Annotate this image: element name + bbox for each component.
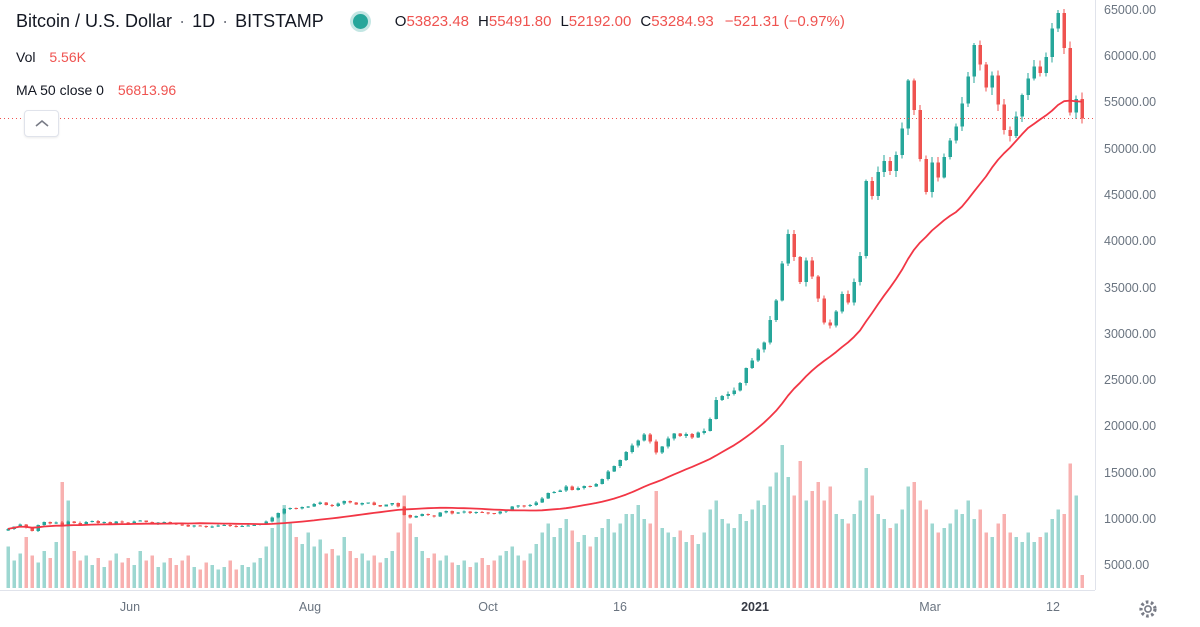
- open-label: O: [394, 13, 407, 30]
- interval-label[interactable]: 1D: [192, 11, 216, 31]
- change-value: −521.31 (−0.97%): [724, 13, 845, 30]
- open-value: 53823.48: [406, 13, 470, 30]
- volume-label: Vol: [16, 49, 36, 65]
- price-axis-label: 30000.00: [1104, 327, 1157, 341]
- ma-legend-row[interactable]: MA 50 close 0 56813.96: [16, 82, 845, 98]
- price-axis-label: 60000.00: [1104, 49, 1157, 63]
- low-label: L: [560, 13, 569, 30]
- price-axis-label: 45000.00: [1104, 188, 1157, 202]
- price-axis-label: 40000.00: [1104, 234, 1157, 248]
- price-axis-label: 15000.00: [1104, 466, 1157, 480]
- close-label: C: [640, 13, 652, 30]
- high-label: H: [478, 13, 489, 30]
- overlay-lines-layer: [0, 99, 1095, 530]
- time-axis-label: Oct: [478, 600, 498, 614]
- time-axis-label: 2021: [741, 600, 769, 614]
- axis-corner: [1095, 590, 1200, 627]
- time-axis-label: Mar: [919, 600, 941, 614]
- ma-50-line: [7, 99, 1083, 530]
- price-axis-label: 20000.00: [1104, 419, 1157, 433]
- price-axis-label: 5000.00: [1104, 558, 1150, 572]
- price-axis-label: 65000.00: [1104, 3, 1157, 17]
- symbol-legend-row[interactable]: Bitcoin / U.S. Dollar · 1D · BITSTAMP O …: [16, 11, 845, 32]
- price-chart-canvas[interactable]: [0, 0, 1095, 590]
- volume-legend-row[interactable]: Vol 5.56K: [16, 49, 845, 65]
- chart-legend: Bitcoin / U.S. Dollar · 1D · BITSTAMP O …: [16, 11, 845, 137]
- market-status-dot-icon: [352, 14, 368, 29]
- legend-collapse-button[interactable]: [24, 110, 59, 137]
- symbol-title[interactable]: Bitcoin / U.S. Dollar: [16, 11, 173, 31]
- price-axis-label: 35000.00: [1104, 281, 1157, 295]
- price-axis-label: 25000.00: [1104, 373, 1157, 387]
- time-axis[interactable]: Jun Aug Oct 16 2021 Mar 12: [0, 590, 1200, 627]
- volume-value: 5.56K: [49, 49, 86, 65]
- price-axis-label: 10000.00: [1104, 512, 1157, 526]
- price-axis[interactable]: 65000.00 60000.00 55000.00 50000.00 45000.00…: [1095, 0, 1200, 627]
- ma-value: 56813.96: [117, 82, 177, 98]
- close-value: 53284.93: [651, 13, 714, 30]
- price-axis-label: 55000.00: [1104, 95, 1157, 109]
- settings-gear-icon: [1138, 599, 1157, 618]
- volume-layer: [6, 444, 1084, 588]
- time-axis-label: Aug: [298, 600, 322, 614]
- time-axis-label: Jun: [119, 600, 141, 614]
- price-axis-label: 50000.00: [1104, 142, 1157, 156]
- title-separator: ·: [179, 11, 186, 31]
- high-value: 55491.80: [488, 13, 552, 30]
- chevron-up-icon: [34, 119, 49, 127]
- title-separator: ·: [222, 11, 229, 31]
- chart-settings-button[interactable]: [1135, 596, 1161, 622]
- candles-layer: [6, 8, 1084, 532]
- time-axis-label: 16: [613, 600, 627, 614]
- exchange-label: BITSTAMP: [235, 11, 324, 31]
- low-value: 52192.00: [568, 13, 632, 30]
- ma-label: MA 50 close 0: [16, 82, 104, 98]
- time-axis-label: 12: [1046, 600, 1060, 614]
